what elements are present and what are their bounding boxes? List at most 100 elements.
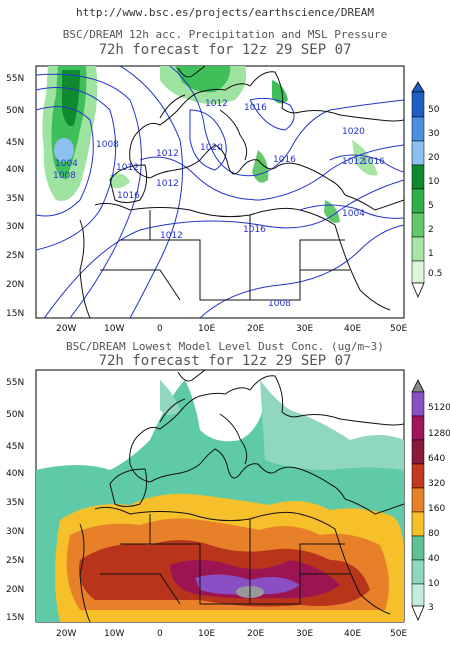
isobar-label: 1004 <box>55 159 78 169</box>
isobar-label: 1016 <box>244 103 267 113</box>
isobar-label: 1016 <box>362 157 385 167</box>
dust-title-line2: 72h forecast for 12z 29 SEP 07 <box>98 353 352 369</box>
precip-shade-balkan <box>252 150 269 183</box>
precip-title-line2: 72h forecast for 12z 29 SEP 07 <box>98 42 352 58</box>
isobar-label: 1012 <box>342 157 365 167</box>
colorbar-label: 5120 <box>428 403 450 413</box>
isobar-label: 1004 <box>342 209 365 219</box>
isobars <box>36 66 404 318</box>
lon-label: 10W <box>104 629 124 639</box>
lon-label: 30E <box>296 324 313 334</box>
lat-label: 55N <box>6 378 24 388</box>
dust-shade-turq-north <box>160 380 180 415</box>
isobar-label: 1020 <box>200 143 223 153</box>
lon-label: 20W <box>56 324 76 334</box>
dust-shade-light <box>260 380 404 470</box>
dust-shade-purple <box>195 574 300 595</box>
colorbar-label: 1 <box>428 249 434 259</box>
precip-shade-iberia <box>110 173 130 189</box>
precip-lat-axis: 55N 50N 45N 40N 35N 30N 25N 20N 15N <box>6 74 24 319</box>
colorbar-label: 160 <box>428 504 445 514</box>
isobar-label: 1008 <box>268 299 291 309</box>
lat-label: 55N <box>6 74 24 84</box>
colorbar-label: 20 <box>428 153 440 163</box>
precip-shade-atlantic-blue <box>54 138 74 162</box>
precip-shade-levant <box>324 200 340 223</box>
lat-label: 50N <box>6 106 24 116</box>
lat-label: 15N <box>6 613 24 623</box>
lat-label: 30N <box>6 222 24 232</box>
isobar-label: 1012 <box>116 163 139 173</box>
colorbar-label: 320 <box>428 479 445 489</box>
lat-label: 40N <box>6 165 24 175</box>
colorbar-label: 80 <box>428 529 440 539</box>
lon-label: 0 <box>157 324 163 334</box>
colorbar-label: 10 <box>428 177 440 187</box>
colorbar-label: 40 <box>428 554 440 564</box>
dust-map: 55N 50N 45N 40N 35N 30N 25N 20N 15N 20W … <box>6 369 450 639</box>
lat-label: 45N <box>6 138 24 148</box>
colorbar-label: 10 <box>428 579 440 589</box>
lat-label: 20N <box>6 585 24 595</box>
precip-lon-axis: 20W 10W 0 10E 20E 30E 40E 50E <box>56 324 407 334</box>
colorbar-label: 640 <box>428 454 445 464</box>
lat-label: 35N <box>6 498 24 508</box>
source-url: http://www.bsc.es/projects/earthscience/… <box>75 6 374 19</box>
dust-colorbar: 5120 1280 640 320 160 80 40 10 3 <box>411 379 450 622</box>
isobar-label: 1020 <box>342 127 365 137</box>
isobar-label: 1008 <box>96 140 119 150</box>
dust-coastlines <box>79 370 404 622</box>
lat-label: 15N <box>6 309 24 319</box>
dust-lat-axis: 55N 50N 45N 40N 35N 30N 25N 20N 15N <box>6 378 24 623</box>
colorbar-bottom-arrow <box>411 605 425 622</box>
colorbar-label: 50 <box>428 105 440 115</box>
lon-label: 50E <box>390 324 407 334</box>
isobar-label: 1016 <box>243 225 266 235</box>
lon-label: 40E <box>344 324 361 334</box>
lon-label: 0 <box>157 629 163 639</box>
isobar-label: 1012 <box>156 179 179 189</box>
lon-label: 50E <box>390 629 407 639</box>
lat-label: 30N <box>6 527 24 537</box>
lon-label: 20E <box>247 629 264 639</box>
isobar-label: 1016 <box>117 191 140 201</box>
isobar-label-group: 1004 1008 1012 1016 1020 1012 1016 1012 … <box>53 99 385 309</box>
dust-title-line1: BSC/DREAM Lowest Model Level Dust Conc. … <box>66 340 384 353</box>
lon-label: 10E <box>198 324 215 334</box>
lat-label: 25N <box>6 556 24 566</box>
colorbar-label: 2 <box>428 225 434 235</box>
dust-lon-axis: 20W 10W 0 10E 20E 30E 40E 50E <box>56 629 407 639</box>
lon-label: 40E <box>344 629 361 639</box>
colorbar-bottom-arrow <box>411 282 425 299</box>
colorbar-label: 30 <box>428 129 440 139</box>
lat-label: 25N <box>6 251 24 261</box>
colorbar-label: 3 <box>428 603 434 613</box>
precip-colorbar: 50 30 20 10 5 2 1 0.5 <box>411 81 442 299</box>
isobar-label: 1016 <box>273 155 296 165</box>
isobar-label: 1012 <box>156 149 179 159</box>
isobar-label: 1008 <box>53 171 76 181</box>
lat-label: 35N <box>6 194 24 204</box>
precip-shade-caucasus <box>352 140 378 176</box>
precip-shade-atlantic-dark <box>62 70 80 126</box>
precip-title-line1: BSC/DREAM 12h acc. Precipitation and MSL… <box>62 28 388 41</box>
lat-label: 45N <box>6 442 24 452</box>
lat-label: 20N <box>6 280 24 290</box>
colorbar-label: 1280 <box>428 429 450 439</box>
lon-label: 30E <box>296 629 313 639</box>
lon-label: 10W <box>104 324 124 334</box>
coastlines <box>79 66 404 318</box>
lon-label: 20W <box>56 629 76 639</box>
lon-label: 20E <box>247 324 264 334</box>
precip-map: 1004 1008 1012 1016 1020 1012 1016 1012 … <box>6 65 442 334</box>
colorbar-top-arrow <box>411 379 425 393</box>
precip-shade-scand <box>272 80 288 104</box>
colorbar-top-arrow <box>411 81 425 93</box>
isobar-label: 1012 <box>205 99 228 109</box>
lat-label: 40N <box>6 469 24 479</box>
lat-label: 50N <box>6 410 24 420</box>
isobar-label: 1012 <box>160 231 183 241</box>
colorbar-label: 0.5 <box>428 269 442 279</box>
lon-label: 10E <box>198 629 215 639</box>
